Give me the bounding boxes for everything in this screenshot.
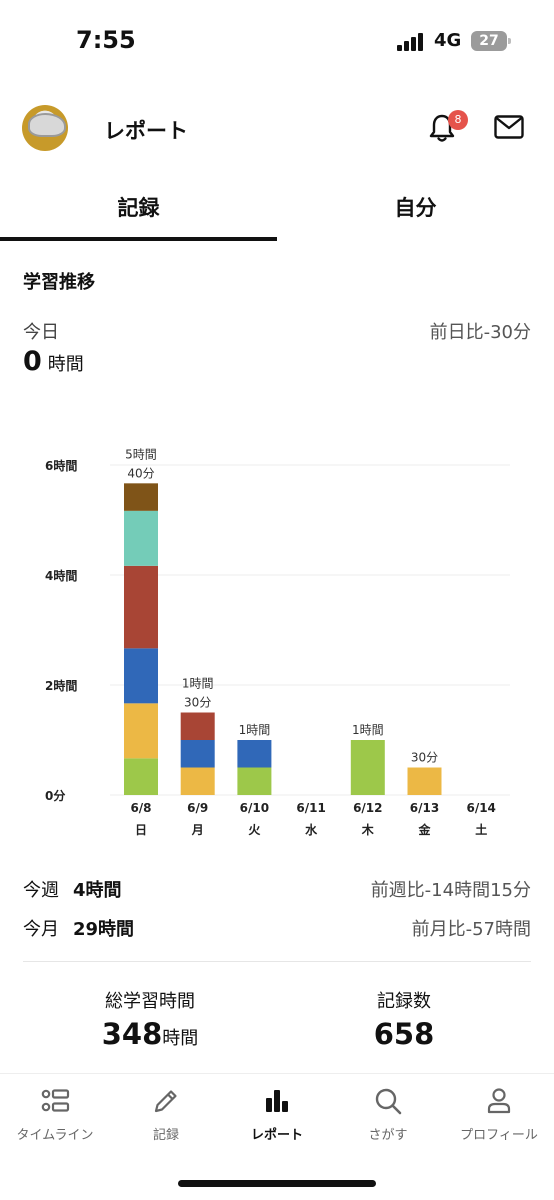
x-tick-date: 6/13 xyxy=(410,801,439,815)
bottom-nav: タイムライン 記録 レポート さがす プロフィール xyxy=(0,1073,554,1163)
bar-segment xyxy=(124,510,158,566)
person-icon xyxy=(487,1088,511,1114)
week-compare: 前週比-14時間15分 xyxy=(370,880,531,901)
x-tick-date: 6/10 xyxy=(240,801,269,815)
avatar[interactable] xyxy=(22,105,68,151)
tab-bar: 記録 自分 xyxy=(0,178,554,242)
today-value-unit: 時間 xyxy=(47,354,84,375)
x-tick-date: 6/8 xyxy=(130,801,151,815)
today-label: 今日 xyxy=(23,322,59,343)
total-study-label: 総学習時間 xyxy=(105,991,195,1012)
nav-search[interactable]: さがす xyxy=(333,1086,443,1143)
status-time: 7:55 xyxy=(76,26,136,54)
home-indicator xyxy=(178,1180,376,1187)
bar-segment xyxy=(180,712,215,740)
bar-total-label: 30分 xyxy=(411,751,438,765)
record-count-label: 記録数 xyxy=(377,991,431,1012)
total-study-time: 総学習時間 348時間 xyxy=(40,987,260,1051)
y-tick-label: 4時間 xyxy=(45,568,77,583)
network-type: 4G xyxy=(434,30,462,51)
x-tick-day: 金 xyxy=(417,822,431,837)
monthly-summary: 今月 29時間 前月比-57時間 xyxy=(23,915,531,945)
bar-segment xyxy=(124,483,158,511)
nav-profile[interactable]: プロフィール xyxy=(444,1086,554,1143)
weekly-summary: 今週 4時間 前週比-14時間15分 xyxy=(23,876,531,906)
divider xyxy=(23,961,531,962)
record-count: 記録数 658 xyxy=(294,987,514,1051)
nav-profile-label: プロフィール xyxy=(460,1128,538,1143)
y-tick-label: 0分 xyxy=(45,788,65,803)
tab-self[interactable]: 自分 xyxy=(394,196,437,220)
bar-total-label: 30分 xyxy=(184,696,211,710)
bar-segment xyxy=(180,767,215,795)
page-title: レポート xyxy=(104,119,188,143)
today-value: 0 時間 xyxy=(23,346,84,377)
today-value-number: 0 xyxy=(23,346,42,377)
nav-report-label: レポート xyxy=(250,1128,303,1143)
bar-segment xyxy=(237,767,272,795)
bar-segment xyxy=(237,740,272,768)
bar-segment xyxy=(407,767,442,795)
search-icon xyxy=(375,1088,402,1115)
app-header: レポート 8 xyxy=(0,95,554,161)
list-icon xyxy=(41,1089,70,1112)
bar-total-label: 5時間 xyxy=(125,447,157,461)
bar-segment xyxy=(180,740,215,768)
total-study-value: 348 xyxy=(101,1017,163,1051)
nav-record[interactable]: 記録 xyxy=(111,1086,221,1143)
x-tick-day: 火 xyxy=(248,823,261,837)
x-tick-date: 6/12 xyxy=(353,801,382,815)
bar-chart-icon xyxy=(266,1090,288,1112)
section-title: 学習推移 xyxy=(23,272,95,293)
nav-search-label: さがす xyxy=(368,1128,408,1143)
total-study-unit: 時間 xyxy=(162,1028,199,1049)
month-label: 今月 xyxy=(23,919,59,940)
y-tick-label: 6時間 xyxy=(45,458,77,473)
x-tick-day: 木 xyxy=(361,822,375,837)
signal-icon xyxy=(397,33,427,51)
x-tick-day: 土 xyxy=(475,822,487,837)
bar-segment xyxy=(124,648,158,704)
bar-total-label: 40分 xyxy=(127,466,154,480)
x-tick-day: 水 xyxy=(305,822,318,837)
week-label: 今週 xyxy=(23,880,59,901)
x-tick-day: 日 xyxy=(135,823,147,837)
x-tick-date: 6/9 xyxy=(187,801,208,815)
pencil-icon xyxy=(154,1090,177,1113)
tab-records[interactable]: 記録 xyxy=(117,196,160,220)
nav-timeline-label: タイムライン xyxy=(16,1128,94,1143)
nav-record-label: 記録 xyxy=(152,1128,179,1143)
x-tick-date: 6/14 xyxy=(466,801,495,815)
bar-segment xyxy=(124,758,158,795)
x-tick-date: 6/11 xyxy=(296,801,325,815)
bar-total-label: 1時間 xyxy=(182,677,214,691)
learning-bar-chart: 0分 2時間 4時間 6時間 5時間 40分 6/8 日 1時間 30分 6/9 月 1時間 6/10 火 6… xyxy=(45,447,510,837)
bar-segment xyxy=(124,703,158,759)
status-bar: 7:55 4G 27 xyxy=(0,0,554,84)
today-compare: 前日比-30分 xyxy=(429,322,531,343)
week-value: 4時間 xyxy=(73,880,122,901)
month-compare: 前月比-57時間 xyxy=(411,919,531,940)
y-tick-label: 2時間 xyxy=(45,678,77,693)
nav-report[interactable]: レポート xyxy=(222,1086,332,1143)
notification-badge: 8 xyxy=(448,110,468,130)
x-tick-day: 月 xyxy=(191,823,204,837)
bar-total-label: 1時間 xyxy=(239,723,271,737)
bar-total-label: 1時間 xyxy=(352,723,384,737)
bar-segment xyxy=(350,740,385,795)
active-tab-indicator xyxy=(0,237,277,241)
mail-icon[interactable] xyxy=(494,115,524,139)
battery-icon: 27 xyxy=(471,31,511,51)
nav-timeline[interactable]: タイムライン xyxy=(0,1086,110,1143)
month-value: 29時間 xyxy=(73,919,135,940)
record-count-value: 658 xyxy=(373,1017,435,1051)
bell-icon[interactable] xyxy=(428,113,456,143)
bar-segment xyxy=(124,565,158,649)
